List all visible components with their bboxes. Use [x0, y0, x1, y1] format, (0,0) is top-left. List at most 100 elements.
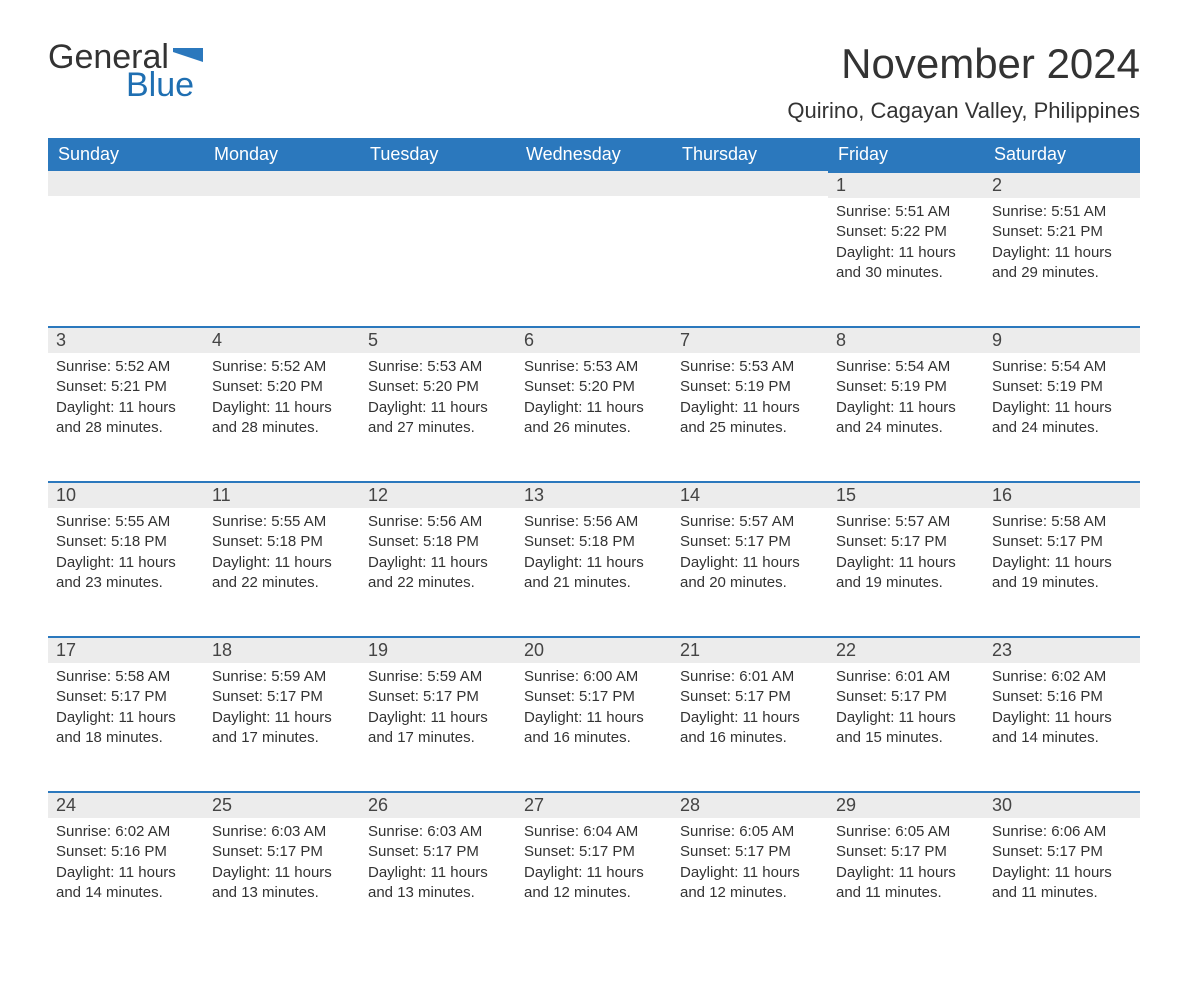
weekday-header: Sunday: [48, 138, 204, 171]
day-content-cell: Sunrise: 5:57 AMSunset: 5:17 PMDaylight:…: [828, 508, 984, 636]
sunset-text: Sunset: 5:19 PM: [680, 377, 820, 397]
day-number-cell: [360, 171, 516, 198]
day-content-cell: Sunrise: 5:54 AMSunset: 5:19 PMDaylight:…: [984, 353, 1140, 481]
sunrise-text: Sunrise: 5:53 AM: [680, 357, 820, 377]
day-number-cell: [516, 171, 672, 198]
day-content-cell: Sunrise: 6:03 AMSunset: 5:17 PMDaylight:…: [204, 818, 360, 946]
day-number: 11: [204, 481, 360, 508]
day-number-cell: 17: [48, 636, 204, 663]
day-number-cell: [204, 171, 360, 198]
sunrise-text: Sunrise: 6:02 AM: [992, 667, 1132, 687]
location-text: Quirino, Cagayan Valley, Philippines: [787, 98, 1140, 124]
week-daynum-row: 24252627282930: [48, 791, 1140, 818]
day-content: Sunrise: 5:53 AMSunset: 5:20 PMDaylight:…: [516, 353, 672, 456]
sunrise-text: Sunrise: 6:03 AM: [212, 822, 352, 842]
day-number-cell: 1: [828, 171, 984, 198]
day-number-cell: 22: [828, 636, 984, 663]
day-content-cell: [360, 198, 516, 326]
sunrise-text: Sunrise: 6:04 AM: [524, 822, 664, 842]
day-content-cell: Sunrise: 5:58 AMSunset: 5:17 PMDaylight:…: [984, 508, 1140, 636]
day-content: Sunrise: 6:02 AMSunset: 5:16 PMDaylight:…: [48, 818, 204, 921]
day-number: 7: [672, 326, 828, 353]
sunset-text: Sunset: 5:20 PM: [212, 377, 352, 397]
daylight-text: Daylight: 11 hours and 23 minutes.: [56, 553, 196, 594]
day-content: Sunrise: 5:55 AMSunset: 5:18 PMDaylight:…: [204, 508, 360, 611]
day-content: Sunrise: 5:56 AMSunset: 5:18 PMDaylight:…: [360, 508, 516, 611]
day-content-cell: Sunrise: 5:52 AMSunset: 5:20 PMDaylight:…: [204, 353, 360, 481]
day-content: Sunrise: 5:54 AMSunset: 5:19 PMDaylight:…: [984, 353, 1140, 456]
sunrise-text: Sunrise: 5:55 AM: [56, 512, 196, 532]
day-number-cell: 7: [672, 326, 828, 353]
day-content: Sunrise: 5:51 AMSunset: 5:21 PMDaylight:…: [984, 198, 1140, 301]
daylight-text: Daylight: 11 hours and 13 minutes.: [212, 863, 352, 904]
day-number: 28: [672, 791, 828, 818]
daylight-text: Daylight: 11 hours and 24 minutes.: [836, 398, 976, 439]
day-content: Sunrise: 5:56 AMSunset: 5:18 PMDaylight:…: [516, 508, 672, 611]
sunrise-text: Sunrise: 5:52 AM: [56, 357, 196, 377]
day-content: Sunrise: 5:58 AMSunset: 5:17 PMDaylight:…: [984, 508, 1140, 611]
day-number-cell: 24: [48, 791, 204, 818]
sunrise-text: Sunrise: 6:00 AM: [524, 667, 664, 687]
header: General Blue November 2024 Quirino, Caga…: [48, 40, 1140, 124]
day-content-cell: Sunrise: 5:53 AMSunset: 5:19 PMDaylight:…: [672, 353, 828, 481]
sunrise-text: Sunrise: 5:59 AM: [368, 667, 508, 687]
day-content: Sunrise: 5:59 AMSunset: 5:17 PMDaylight:…: [360, 663, 516, 766]
sunrise-text: Sunrise: 5:53 AM: [524, 357, 664, 377]
daylight-text: Daylight: 11 hours and 30 minutes.: [836, 243, 976, 284]
sunset-text: Sunset: 5:21 PM: [56, 377, 196, 397]
daylight-text: Daylight: 11 hours and 19 minutes.: [836, 553, 976, 594]
day-content-cell: Sunrise: 5:56 AMSunset: 5:18 PMDaylight:…: [516, 508, 672, 636]
day-number-cell: 25: [204, 791, 360, 818]
day-number-empty: [516, 171, 672, 196]
week-content-row: Sunrise: 5:55 AM Sunset: 5:18 PM Daylight:…: [48, 508, 1140, 636]
day-number-cell: 18: [204, 636, 360, 663]
week-content-row: Sunrise: 5:51 AMSunset: 5:22 PMDaylight:…: [48, 198, 1140, 326]
week-content-row: Sunrise: 6:02 AMSunset: 5:16 PMDaylight:…: [48, 818, 1140, 946]
daylight-text: Daylight: 11 hours and 14 minutes.: [992, 708, 1132, 749]
logo-blue-text: Blue: [126, 68, 203, 102]
day-content-cell: Sunrise: 5:59 AMSunset: 5:17 PMDaylight:…: [204, 663, 360, 791]
day-number-cell: 16: [984, 481, 1140, 508]
sunset-text: Sunset: 5:17 PM: [524, 842, 664, 862]
day-content: Sunrise: 6:01 AMSunset: 5:17 PMDaylight:…: [672, 663, 828, 766]
day-number: 8: [828, 326, 984, 353]
weekday-header: Tuesday: [360, 138, 516, 171]
daylight-text: Daylight: 11 hours and 17 minutes.: [368, 708, 508, 749]
day-content-cell: Sunrise: 6:00 AMSunset: 5:17 PMDaylight:…: [516, 663, 672, 791]
day-content-cell: Sunrise: 6:05 AMSunset: 5:17 PMDaylight:…: [672, 818, 828, 946]
day-number: 26: [360, 791, 516, 818]
day-content-cell: [672, 198, 828, 326]
day-number-cell: 15: [828, 481, 984, 508]
day-content-cell: Sunrise: 5:52 AMSunset: 5:21 PMDaylight:…: [48, 353, 204, 481]
sunrise-text: Sunrise: 6:01 AM: [836, 667, 976, 687]
day-content-cell: Sunrise: 6:03 AMSunset: 5:17 PMDaylight:…: [360, 818, 516, 946]
day-content-cell: Sunrise: 6:01 AMSunset: 5:17 PMDaylight:…: [672, 663, 828, 791]
day-number-cell: 8: [828, 326, 984, 353]
day-number: 4: [204, 326, 360, 353]
day-content: Sunrise: 6:05 AMSunset: 5:17 PMDaylight:…: [828, 818, 984, 921]
day-content: Sunrise: 5:57 AMSunset: 5:17 PMDaylight:…: [828, 508, 984, 611]
day-content: Sunrise: 5:57 AMSunset: 5:17 PMDaylight:…: [672, 508, 828, 611]
day-number-cell: 19: [360, 636, 516, 663]
daylight-text: Daylight: 11 hours and 27 minutes.: [368, 398, 508, 439]
day-number: 15: [828, 481, 984, 508]
day-content: Sunrise: 5:51 AMSunset: 5:22 PMDaylight:…: [828, 198, 984, 301]
sunrise-text: Sunrise: 5:58 AM: [992, 512, 1132, 532]
daylight-text: Daylight: 11 hours and 22 minutes.: [368, 553, 508, 594]
sunrise-text: Sunrise: 5:51 AM: [836, 202, 976, 222]
sunset-text: Sunset: 5:18 PM: [524, 532, 664, 552]
sunrise-text: Sunrise: 5:53 AM: [368, 357, 508, 377]
sunset-text: Sunset: 5:17 PM: [680, 842, 820, 862]
day-content-cell: Sunrise: 5:58 AMSunset: 5:17 PMDaylight:…: [48, 663, 204, 791]
sunset-text: Sunset: 5:17 PM: [212, 687, 352, 707]
day-content-cell: Sunrise: 6:01 AMSunset: 5:17 PMDaylight:…: [828, 663, 984, 791]
day-number-cell: 13: [516, 481, 672, 508]
sunset-text: Sunset: 5:16 PM: [56, 842, 196, 862]
day-content-cell: Sunrise: 6:04 AMSunset: 5:17 PMDaylight:…: [516, 818, 672, 946]
sunrise-text: Sunrise: 5:54 AM: [836, 357, 976, 377]
sunset-text: Sunset: 5:17 PM: [368, 687, 508, 707]
day-content-cell: Sunrise: 5:57 AMSunset: 5:17 PMDaylight:…: [672, 508, 828, 636]
weekday-header: Thursday: [672, 138, 828, 171]
day-number: 6: [516, 326, 672, 353]
day-number: 2: [984, 171, 1140, 198]
